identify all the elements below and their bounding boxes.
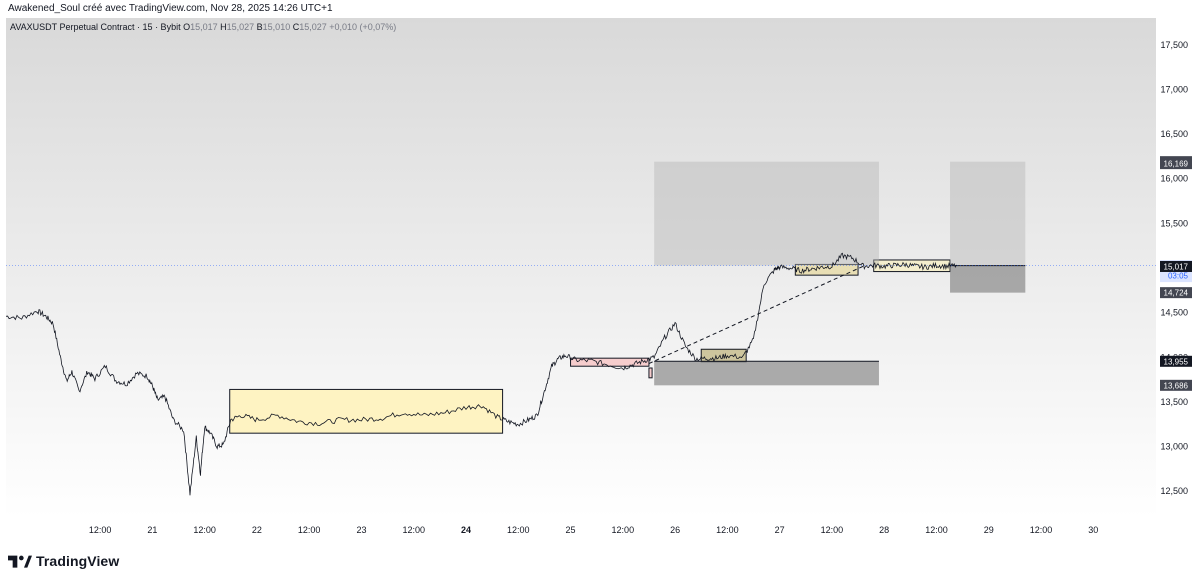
x-tick-label: 29 [984, 525, 994, 535]
price-label: 15,017 [1164, 262, 1189, 271]
attribution-text: Awakened_Soul créé avec TradingView.com,… [8, 3, 333, 14]
x-tick-label: 12:00 [612, 525, 635, 535]
price-label-box [1160, 287, 1192, 299]
y-tick-label: 12,500 [1160, 486, 1188, 496]
price-label-box [1160, 158, 1192, 170]
price-label: 13,686 [1164, 381, 1189, 390]
x-tick-label: 21 [147, 525, 157, 535]
y-tick-label: 14,500 [1160, 308, 1188, 318]
time-axis[interactable] [0, 518, 1200, 544]
stop-zone-9[interactable] [950, 265, 1026, 293]
y-tick-label: 13,500 [1160, 397, 1188, 407]
x-tick-label: 12:00 [1030, 525, 1053, 535]
price-label-box [1160, 379, 1192, 391]
price-chart[interactable]: AVAXUSDT Perpetual Contract · 15 · Bybit… [0, 18, 1200, 544]
tradingview-logo-icon [8, 555, 32, 568]
x-tick-label: 23 [356, 525, 366, 535]
price-label: 16,169 [1164, 160, 1189, 169]
y-tick-label: 16,500 [1160, 129, 1188, 139]
range-box-4[interactable] [794, 263, 859, 276]
x-tick-label: 28 [879, 525, 889, 535]
y-tick-label: 17,000 [1160, 84, 1188, 94]
x-tick-label: 12:00 [507, 525, 530, 535]
stop-zone-7[interactable] [654, 361, 879, 386]
x-tick-label: 24 [461, 525, 471, 535]
x-tick-label: 12:00 [298, 525, 321, 535]
x-tick-label: 26 [670, 525, 680, 535]
x-tick-label: 27 [775, 525, 785, 535]
y-tick-label: 13,000 [1160, 442, 1188, 452]
price-label-countdown: 03:05 [1168, 272, 1189, 281]
trend-line[interactable] [648, 265, 864, 364]
symbol-legend: AVAXUSDT Perpetual Contract · 15 · Bybit… [10, 22, 396, 32]
chart-header: Awakened_Soul créé avec TradingView.com,… [0, 0, 1200, 18]
y-tick-label: 15,500 [1160, 218, 1188, 228]
price-label: 13,955 [1164, 357, 1189, 366]
price-series-line[interactable] [5, 252, 958, 496]
range-box-2[interactable] [648, 367, 653, 379]
y-tick-label: 16,000 [1160, 174, 1188, 184]
x-tick-label: 30 [1088, 525, 1098, 535]
price-label-box [1160, 355, 1192, 367]
price-label-box [1160, 260, 1192, 272]
x-tick-label: 12:00 [821, 525, 844, 535]
target-zone-8[interactable] [950, 161, 1026, 266]
x-tick-label: 12:00 [89, 525, 112, 535]
price-label: 14,724 [1164, 289, 1189, 298]
target-zone-6[interactable] [654, 161, 879, 266]
x-tick-label: 25 [566, 525, 576, 535]
x-tick-label: 12:00 [925, 525, 948, 535]
range-box-0[interactable] [229, 388, 504, 434]
x-tick-label: 12:00 [193, 525, 216, 535]
tradingview-logo[interactable]: TradingView [8, 551, 119, 571]
tradingview-brand: TradingView [36, 553, 120, 569]
x-tick-label: 12:00 [716, 525, 739, 535]
x-tick-label: 22 [252, 525, 262, 535]
chart-footer: TradingView [0, 544, 1200, 580]
y-tick-label: 17,500 [1160, 40, 1188, 50]
x-tick-label: 12:00 [402, 525, 425, 535]
